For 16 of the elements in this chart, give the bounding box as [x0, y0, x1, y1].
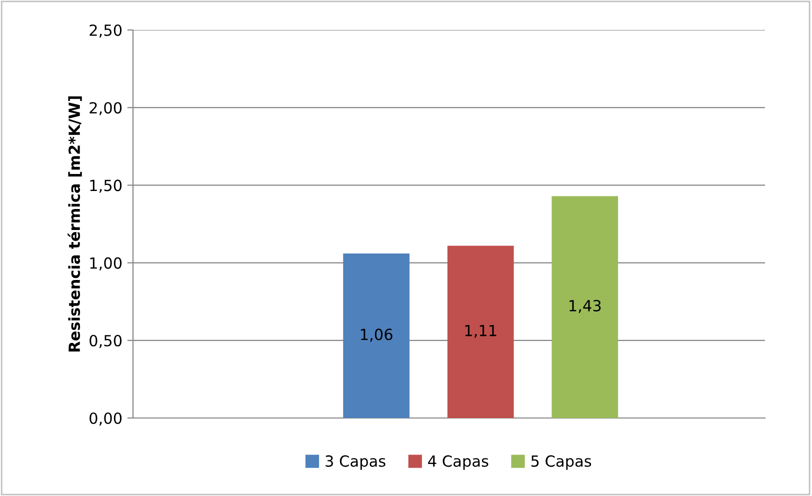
bar [343, 253, 410, 418]
y-tick-label: 2,00 [90, 102, 122, 116]
bar [552, 196, 618, 418]
legend-label: 3 Capas [326, 455, 386, 470]
data-label: 1,11 [465, 324, 496, 338]
bar [447, 246, 514, 418]
data-label: 1,06 [360, 328, 392, 342]
y-tick-label: 0,00 [90, 412, 122, 426]
y-tick-label: 1,00 [90, 257, 122, 270]
data-label: 1,43 [570, 300, 601, 314]
y-tick-label: 1,50 [90, 180, 122, 193]
legend-label: 4 Capas [428, 455, 488, 470]
y-tick-label: 0,50 [90, 334, 122, 348]
y-tick-label: 2,50 [90, 24, 122, 38]
y-axis-title: Resistencia térmica [m2*K/W] [68, 96, 82, 352]
legend-label: 5 Capas [531, 455, 592, 470]
